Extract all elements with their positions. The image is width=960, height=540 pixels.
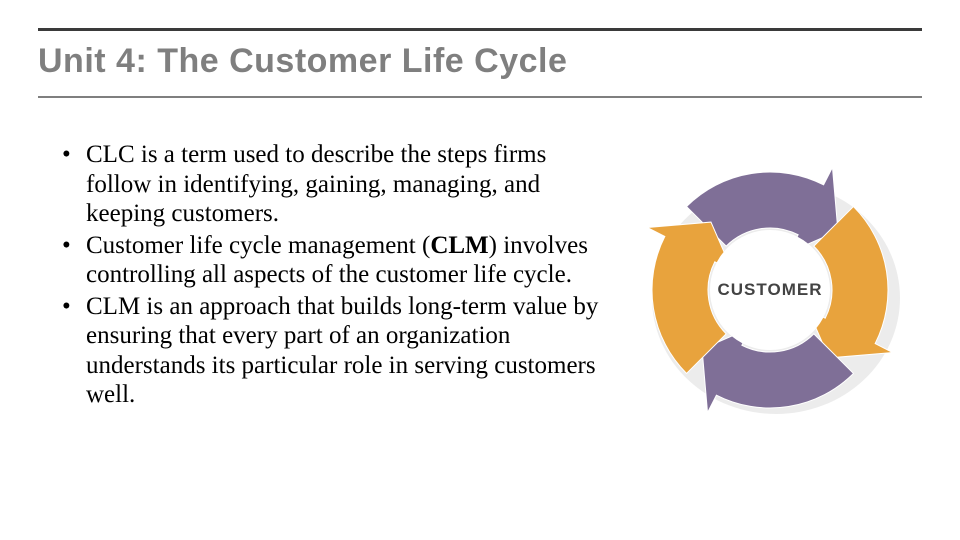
cycle-diagram: CUSTOMER [610, 140, 930, 440]
bullet-2: Customer life cycle management (CLM) inv… [62, 231, 602, 290]
slide: Unit 4: The Customer Life Cycle CLC is a… [0, 0, 960, 540]
rule-bottom [38, 96, 922, 98]
cycle-center-label: CUSTOMER [718, 280, 823, 300]
bullet-3-text: CLM is an approach that builds long-term… [86, 293, 598, 409]
bullet-2-pre: Customer life cycle management ( [86, 232, 430, 259]
bullet-2-bold: CLM [430, 232, 488, 259]
body-text: CLC is a term used to describe the steps… [62, 140, 602, 412]
rule-top [38, 28, 922, 31]
bullet-3: CLM is an approach that builds long-term… [62, 292, 602, 410]
page-title: Unit 4: The Customer Life Cycle [38, 42, 567, 81]
bullet-1-text: CLC is a term used to describe the steps… [86, 141, 546, 227]
bullet-1: CLC is a term used to describe the steps… [62, 140, 602, 229]
